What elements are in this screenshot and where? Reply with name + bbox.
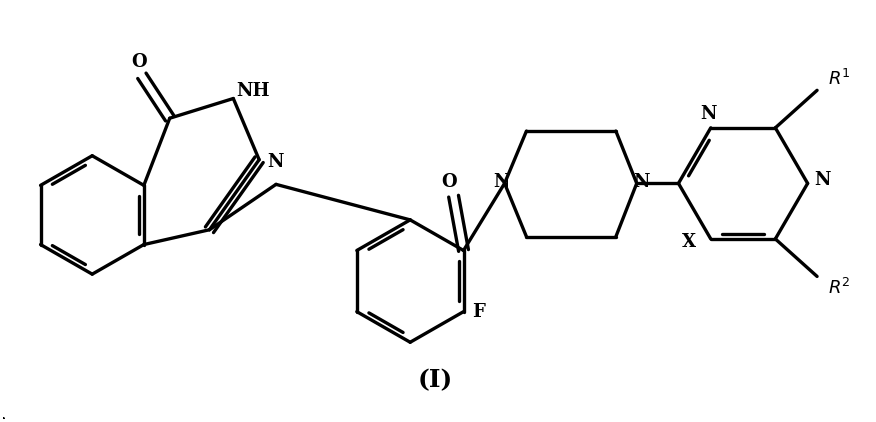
Text: N: N	[701, 105, 717, 123]
Text: $R^1$: $R^1$	[828, 68, 851, 89]
Text: O: O	[441, 173, 456, 192]
Text: NH: NH	[237, 81, 270, 100]
Text: N: N	[815, 171, 830, 189]
Text: N: N	[267, 153, 283, 170]
Text: O: O	[131, 53, 146, 71]
Text: (Ⅰ): (Ⅰ)	[417, 368, 453, 392]
Text: F: F	[472, 303, 485, 321]
Text: N: N	[493, 173, 510, 192]
Text: $R^2$: $R^2$	[828, 278, 851, 298]
Text: X: X	[682, 233, 696, 251]
Text: N: N	[633, 173, 650, 192]
